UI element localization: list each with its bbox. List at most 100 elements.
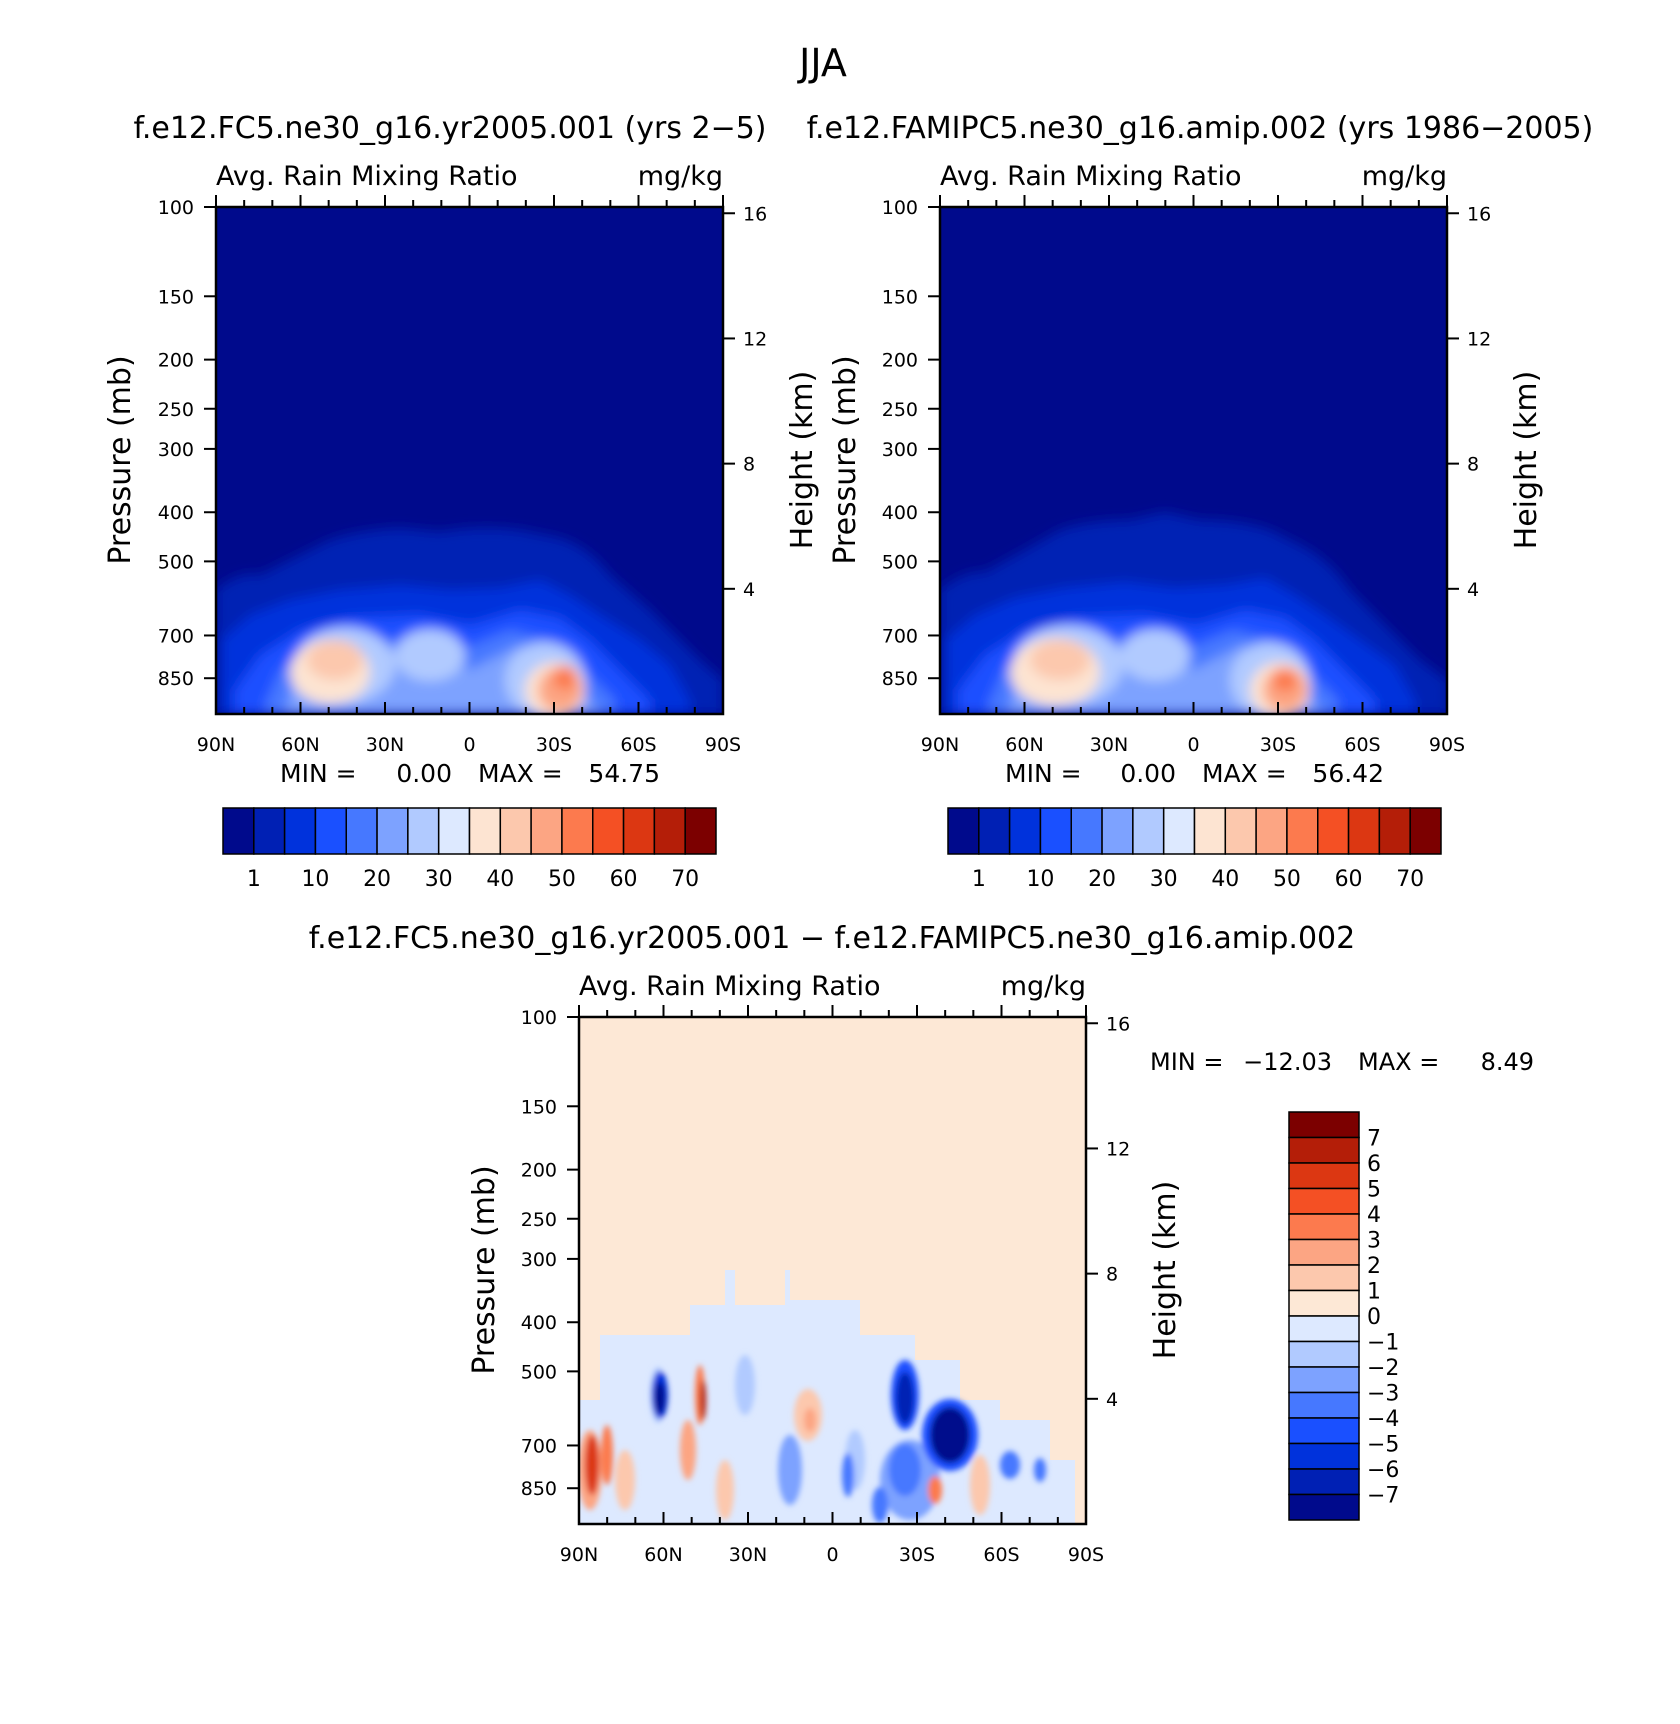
x-tick-label: 30N (366, 734, 404, 756)
colorbar-swatch (1288, 1340, 1360, 1368)
x-tick-label: 60N (644, 1544, 682, 1566)
colorbar-label: 2 (1367, 1254, 1381, 1279)
colorbar-swatch (253, 807, 286, 855)
colorbar-swatch (1132, 807, 1165, 855)
y-tick-label: 400 (882, 502, 918, 524)
colorbar-swatch (1288, 1238, 1360, 1266)
x-tick-label: 30N (729, 1544, 767, 1566)
colorbar-label: 60 (1335, 867, 1363, 892)
colorbar-label: −3 (1367, 1382, 1399, 1407)
colorbar-label: 3 (1367, 1229, 1381, 1254)
y-tick-label: 300 (882, 439, 918, 461)
colorbar-swatch (1288, 1162, 1360, 1190)
colorbar-swatch (1288, 1213, 1360, 1241)
y-tick-label: 700 (158, 625, 194, 647)
panel-control: f.e12.FC5.ne30_g16.yr2005.001 (yrs 2−5) … (103, 111, 820, 892)
y-tick-label: 700 (521, 1435, 557, 1457)
field-plot (216, 207, 723, 714)
y-tick-label: 100 (882, 197, 918, 219)
x-tick-label: 60N (281, 734, 319, 756)
colorbar-swatch (561, 807, 594, 855)
colorbar-swatch (1288, 1264, 1360, 1292)
colorbar-swatch (530, 807, 563, 855)
colorbar-label: 0 (1367, 1305, 1381, 1330)
colorbar-label: 30 (1150, 867, 1178, 892)
colorbar-swatch (1288, 1366, 1360, 1394)
min-label: MIN = (1150, 1048, 1223, 1076)
variable-label: Avg. Rain Mixing Ratio (940, 161, 1242, 192)
colorbar-label: −5 (1367, 1433, 1399, 1458)
max-value: 8.49 (1481, 1048, 1534, 1076)
y2-tick-label: 16 (1106, 1013, 1130, 1035)
panel-amip: f.e12.FAMIPC5.ne30_g16.amip.002 (yrs 198… (807, 111, 1594, 892)
x-tick-label: 0 (1187, 734, 1199, 756)
y-tick-label: 500 (882, 551, 918, 573)
colorbar-label: 70 (671, 867, 699, 892)
variable-label: Avg. Rain Mixing Ratio (579, 971, 881, 1002)
y2-tick-label: 12 (1467, 328, 1491, 350)
colorbar-label: 50 (548, 867, 576, 892)
max-label: MAX = (478, 759, 563, 788)
colorbar-swatch (1288, 1187, 1360, 1215)
y-tick-label: 150 (882, 286, 918, 308)
y-tick-label: 250 (521, 1209, 557, 1231)
y-tick-label: 400 (521, 1312, 557, 1334)
colorbar-label: 5 (1367, 1178, 1381, 1203)
colorbar-swatch (468, 807, 502, 855)
min-value: 0.00 (1120, 759, 1176, 788)
y-tick-label: 500 (158, 551, 194, 573)
colorbar-swatch (1288, 1289, 1360, 1317)
x-tick-label: 60N (1005, 734, 1043, 756)
colorbar-swatch (1409, 807, 1442, 855)
panel-difference: f.e12.FC5.ne30_g16.yr2005.001 − f.e12.FA… (309, 921, 1534, 1566)
colorbar-swatch (1286, 807, 1319, 855)
colorbar-swatch (1101, 807, 1134, 855)
colorbar-label: 70 (1396, 867, 1424, 892)
colorbar-label: 7 (1367, 1127, 1381, 1152)
x-tick-label: 0 (463, 734, 475, 756)
colorbar-label: 40 (1211, 867, 1239, 892)
y-tick-label: 850 (882, 668, 918, 690)
colorbar-label: 4 (1367, 1203, 1381, 1228)
y-axis-label: Pressure (mb) (467, 1165, 502, 1374)
y2-tick-label: 8 (1106, 1264, 1118, 1286)
x-tick-label: 90S (705, 734, 741, 756)
panel-title: f.e12.FAMIPC5.ne30_g16.amip.002 (yrs 198… (807, 111, 1594, 146)
max-value: 54.75 (588, 759, 660, 788)
y-tick-label: 300 (158, 439, 194, 461)
colorbar-swatch (1288, 1468, 1360, 1496)
colorbar-swatch (1162, 807, 1196, 855)
colorbar-label: 60 (610, 867, 638, 892)
colorbar-swatch (283, 807, 317, 855)
x-tick-label: 90N (560, 1544, 598, 1566)
colorbar-label: 6 (1367, 1152, 1381, 1177)
colorbar-swatch (1039, 807, 1072, 855)
colorbar-swatch (314, 807, 347, 855)
units-label: mg/kg (1362, 161, 1447, 192)
colorbar-swatch (1288, 1111, 1360, 1139)
colorbar-label: 20 (1088, 867, 1116, 892)
y-axis-label-right: Height (km) (785, 371, 820, 550)
colorbar-swatch (1317, 807, 1350, 855)
x-tick-label: 60S (620, 734, 656, 756)
y-axis-label-right: Height (km) (1148, 1181, 1183, 1360)
y-tick-label: 200 (158, 350, 194, 372)
y-tick-label: 250 (158, 399, 194, 421)
units-label: mg/kg (638, 161, 723, 192)
min-label: MIN = (1005, 759, 1082, 788)
x-tick-label: 30S (1260, 734, 1296, 756)
y2-tick-label: 16 (743, 203, 767, 225)
colorbar-label: 1 (247, 867, 261, 892)
colorbar-swatch (1288, 1417, 1360, 1445)
x-tick-label: 60S (983, 1544, 1019, 1566)
colorbar-swatch (947, 807, 980, 855)
colorbar-swatch (622, 807, 656, 855)
y-axis-label: Pressure (mb) (828, 355, 863, 564)
y-tick-label: 300 (521, 1249, 557, 1271)
y-axis-label: Pressure (mb) (103, 355, 138, 564)
y-tick-label: 150 (158, 286, 194, 308)
colorbar-swatch (1288, 1442, 1360, 1470)
y-ticks: 100 150 200 250 300 400 500 700 850 16 12 8 4 90N 60N 3… (158, 195, 767, 756)
max-value: 56.42 (1312, 759, 1384, 788)
